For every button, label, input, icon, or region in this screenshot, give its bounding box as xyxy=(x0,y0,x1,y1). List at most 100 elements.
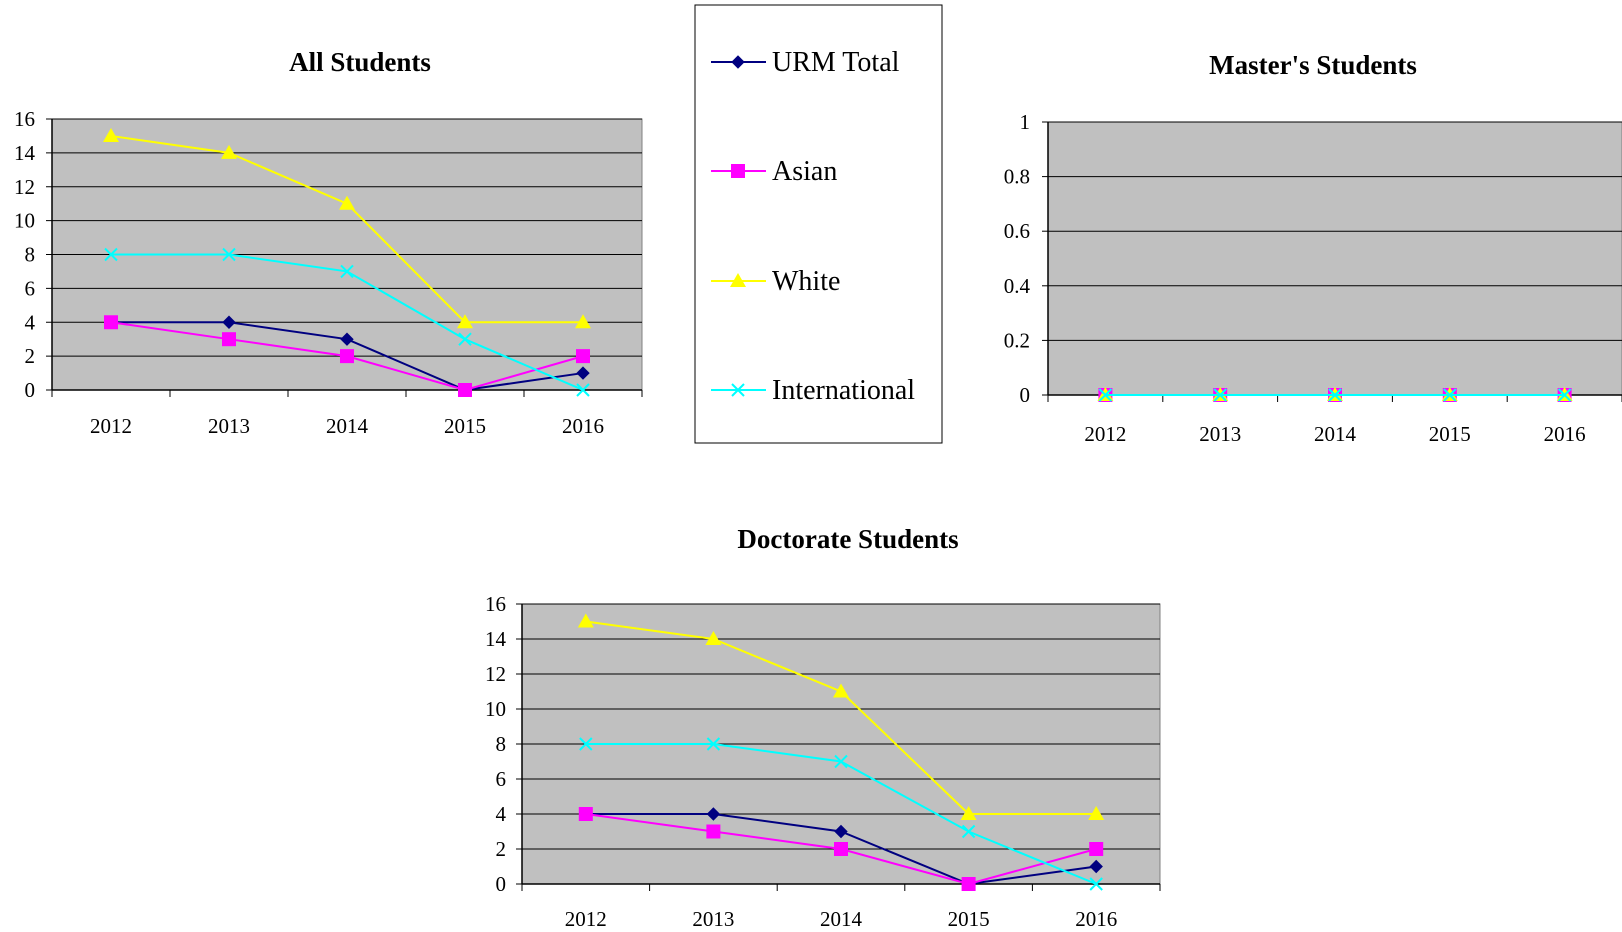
x-tick-label: 2012 xyxy=(565,907,607,931)
data-point xyxy=(961,877,976,891)
x-tick-label: 2013 xyxy=(1199,422,1241,446)
legend-marker xyxy=(731,164,745,178)
y-tick-label: 10 xyxy=(14,209,35,233)
data-point xyxy=(576,383,590,397)
x-tick-label: 2014 xyxy=(820,907,863,931)
data-point xyxy=(221,144,237,159)
chart-title: Doctorate Students xyxy=(737,524,958,554)
x-tick-label: 2014 xyxy=(1314,422,1357,446)
legend-item-urm-total: URM Total xyxy=(711,47,900,78)
data-point xyxy=(961,824,976,839)
data-point xyxy=(1557,388,1572,402)
y-tick-label: 0.8 xyxy=(1004,165,1030,189)
data-point xyxy=(458,383,472,397)
chart-title: Master's Students xyxy=(1209,50,1417,80)
x-tick-label: 2012 xyxy=(90,414,132,438)
legend-item-white: White xyxy=(711,266,840,297)
data-point xyxy=(222,332,236,347)
data-point xyxy=(104,247,118,262)
y-tick-label: 16 xyxy=(14,107,35,131)
data-point xyxy=(705,631,722,645)
series-white xyxy=(103,127,591,329)
series-international xyxy=(1098,388,1572,402)
y-tick-label: 2 xyxy=(25,344,36,368)
y-tick-label: 0 xyxy=(25,378,36,402)
data-point xyxy=(578,807,593,821)
legend-label: White xyxy=(772,266,840,297)
legend-marker xyxy=(731,383,745,397)
data-point xyxy=(340,349,354,364)
series-white xyxy=(577,613,1105,820)
y-tick-label: 0.4 xyxy=(1004,274,1031,298)
legend-item-international: International xyxy=(711,375,915,406)
x-tick-label: 2015 xyxy=(444,414,486,438)
legend-box xyxy=(694,4,943,444)
data-point xyxy=(222,247,236,262)
data-point xyxy=(1089,842,1104,856)
data-point xyxy=(834,754,848,769)
data-point xyxy=(340,332,354,346)
y-tick-label: 0 xyxy=(1020,383,1031,407)
y-tick-label: 6 xyxy=(496,767,507,791)
data-point xyxy=(576,349,590,364)
legend: URM Total Asian White International xyxy=(694,4,943,444)
x-tick-label: 2013 xyxy=(208,414,250,438)
chart-all-students: All Students 0 2 4 6 8 10 12 14 16 2012 2013 2014 201… xyxy=(14,47,643,438)
data-point xyxy=(579,737,593,751)
x-tick-label: 2016 xyxy=(562,414,604,438)
series-asian xyxy=(578,807,1104,891)
y-tick-label: 0.6 xyxy=(1004,219,1030,243)
x-tick-label: 2016 xyxy=(1544,422,1586,446)
y-tick-label: 2 xyxy=(496,837,507,861)
data-point xyxy=(833,683,849,698)
x-tick-label: 2014 xyxy=(326,414,369,438)
data-point xyxy=(576,366,590,380)
data-point xyxy=(457,314,473,329)
legend-label: Asian xyxy=(772,156,837,187)
x-tick-label: 2012 xyxy=(1084,422,1126,446)
legend-label: International xyxy=(772,375,915,406)
data-point xyxy=(1098,388,1113,402)
chart-title: All Students xyxy=(289,47,431,77)
legend-marker xyxy=(730,273,746,287)
data-point xyxy=(222,315,236,329)
chart-doctorate-students: Doctorate Students 0 2 4 6 8 10 12 14 16 2012 2013 2… xyxy=(485,524,1161,931)
data-point xyxy=(458,332,472,346)
y-tick-label: 4 xyxy=(25,310,36,334)
data-point xyxy=(1328,388,1342,402)
y-tick-label: 14 xyxy=(485,627,507,651)
data-point xyxy=(1089,877,1103,891)
data-point xyxy=(1213,388,1227,402)
y-tick-label: 16 xyxy=(485,592,506,616)
data-point xyxy=(104,315,118,330)
x-tick-label: 2016 xyxy=(1075,907,1117,931)
y-tick-label: 4 xyxy=(496,802,507,826)
data-point xyxy=(960,806,977,820)
data-point xyxy=(575,314,591,329)
y-tick-label: 10 xyxy=(485,697,506,721)
data-point xyxy=(1443,388,1457,402)
y-tick-label: 12 xyxy=(14,175,35,199)
data-point xyxy=(339,195,355,210)
y-tick-label: 12 xyxy=(485,662,506,686)
chart-masters-students: Master's Students 0 0.2 0.4 0.6 0.8 1 2012 2013 2… xyxy=(1004,50,1622,446)
legend-label: URM Total xyxy=(772,47,900,78)
series-asian xyxy=(104,315,590,397)
x-tick-label: 2015 xyxy=(948,907,990,931)
data-point xyxy=(706,737,721,751)
data-point xyxy=(834,842,848,856)
x-tick-label: 2013 xyxy=(692,907,734,931)
plot-area xyxy=(1047,121,1622,396)
legend-item-asian: Asian xyxy=(711,156,837,187)
data-point xyxy=(577,613,594,628)
series-international xyxy=(579,737,1103,891)
y-tick-label: 6 xyxy=(25,276,36,300)
data-point xyxy=(103,127,119,142)
y-tick-label: 8 xyxy=(25,243,36,267)
y-tick-label: 14 xyxy=(14,141,36,165)
data-point xyxy=(340,264,354,279)
data-point xyxy=(1089,859,1103,874)
series-international xyxy=(104,247,590,397)
data-point xyxy=(834,824,848,839)
